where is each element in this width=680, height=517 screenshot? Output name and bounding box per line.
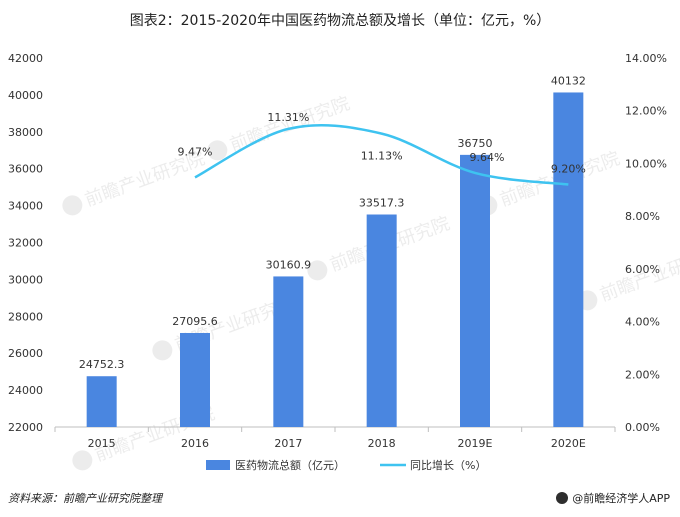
y-left-tick-label: 26000 [8,347,43,360]
y-left-tick-label: 36000 [8,163,43,176]
growth-line-path [194,124,569,186]
watermark: 前瞻产业研究院 [207,93,353,161]
bar [273,276,304,427]
y-right-tick-label: 10.00% [625,157,667,170]
bar [460,154,490,428]
watermark-logo-icon [207,140,228,161]
y-left-tick-label: 30000 [8,273,43,286]
y-left-tick-label: 40000 [8,89,43,102]
growth-value-label: 9.20% [551,163,586,176]
growth-line: 9.47% 11.31% 11.13% 9.64% 9.20% [178,111,586,186]
y-left-tick-label: 28000 [8,310,43,323]
y-left-tick-label: 42000 [8,52,43,65]
x-tick-label: 2019E [458,437,493,450]
x-tick-label: 2015 [88,437,116,450]
y-left-tick-label: 32000 [8,237,43,250]
x-tick-label: 2017 [274,437,302,450]
growth-value-label: 9.64% [470,151,505,164]
watermark: 前瞻产业研究院 [577,243,680,311]
legend: 医药物流总额（亿元） 同比增长（%） [206,458,486,472]
bar-value-label: 30160.9 [266,258,312,271]
y-right-tick-label: 0.00% [625,421,660,434]
bar-value-label: 36750 [458,137,493,150]
bar [180,332,210,427]
watermark-logo-icon [72,450,93,471]
growth-value-label: 9.47% [178,145,213,158]
bar-value-label: 40132 [551,74,586,87]
watermark-logo-icon [152,340,173,361]
y-left-tick-label: 22000 [8,421,43,434]
bar-value-label: 33517.3 [359,197,405,210]
x-tick-label: 2018 [368,437,396,450]
bars: 24752.3 27095.6 30160.9 33517.3 36750 40132 [79,74,586,428]
brand-credit: @前瞻经济学人APP [556,490,670,506]
y-right-tick-label: 12.00% [625,105,667,118]
axes: 22000 24000 26000 28000 30000 32000 34000 36000… [8,52,667,450]
watermark-logo-icon [62,195,83,216]
x-tick-label: 2020E [551,437,586,450]
bar-value-label: 27095.6 [172,315,218,328]
y-right-tick-label: 8.00% [625,210,660,223]
y-right-tick-label: 4.00% [625,316,660,329]
watermark: 前瞻产业研究院 [62,148,208,216]
chart-title: 图表2：2015-2020年中国医药物流总额及增长（单位：亿元，%） [129,13,551,29]
y-left-tick-label: 34000 [8,200,43,213]
bar-value-label: 24752.3 [79,358,125,371]
bar [366,214,397,427]
source-note: 资料来源：前瞻产业研究院整理 [8,492,162,505]
legend-bar-swatch [206,460,230,470]
brand-text: @前瞻经济学人APP [572,492,670,505]
y-left-tick-label: 38000 [8,126,43,139]
watermark-logo-icon [307,260,328,281]
y-right-tick-label: 6.00% [625,263,660,276]
x-tick-label: 2016 [181,437,209,450]
legend-bar-label: 医药物流总额（亿元） [235,458,345,472]
y-right-tick-label: 14.00% [625,52,667,65]
brand-icon [556,492,569,504]
bar [553,92,584,427]
y-right-tick-label: 2.00% [625,368,660,381]
growth-value-label: 11.13% [361,150,403,163]
legend-line-label: 同比增长（%） [410,458,486,472]
y-left-tick-label: 24000 [8,384,43,397]
growth-value-label: 11.31% [267,111,309,124]
bar [86,376,117,427]
